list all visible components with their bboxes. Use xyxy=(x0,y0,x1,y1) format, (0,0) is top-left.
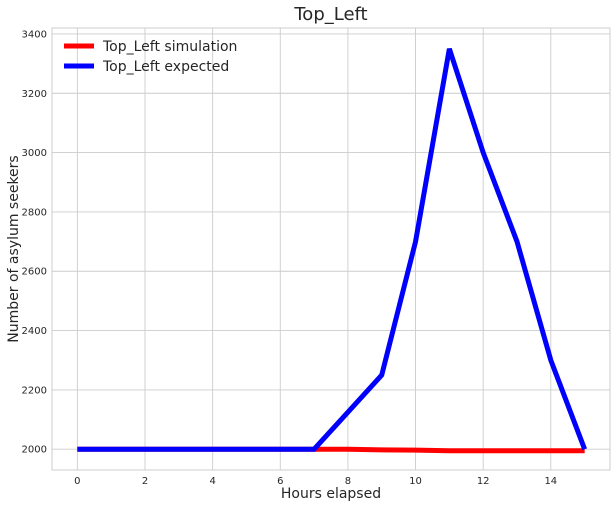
series-line-expected xyxy=(77,47,587,452)
y-tick-label: 3000 xyxy=(22,148,47,159)
x-tick-label: 8 xyxy=(345,476,351,487)
plot-frame xyxy=(51,27,611,471)
y-axis-label: Number of asylum seekers xyxy=(6,155,22,342)
y-tick-label: 2400 xyxy=(22,326,47,337)
y-tick-label: 3400 xyxy=(22,29,47,40)
x-tick-label: 4 xyxy=(209,476,215,487)
x-tick-label: 12 xyxy=(477,476,490,487)
y-tick-label: 2600 xyxy=(22,267,47,278)
x-tick-label: 10 xyxy=(409,476,422,487)
series-layer xyxy=(77,47,587,454)
x-tick-labels: 0 2 4 6 8 10 12 14 xyxy=(74,476,557,487)
legend-label: Top_Left simulation xyxy=(102,39,237,55)
x-tick-label: 6 xyxy=(277,476,283,487)
legend: Top_Left simulation Top_Left expected xyxy=(64,39,237,75)
x-tick-label: 0 xyxy=(74,476,80,487)
x-tick-label: 14 xyxy=(544,476,557,487)
x-axis-label: Hours elapsed xyxy=(281,486,381,502)
y-tick-label: 2000 xyxy=(22,445,47,456)
y-tick-labels: 2000 2200 2400 2600 2800 3000 3200 3400 xyxy=(22,29,47,455)
y-tick-label: 2800 xyxy=(22,207,47,218)
legend-label: Top_Left expected xyxy=(102,59,229,75)
x-tick-label: 2 xyxy=(142,476,148,487)
y-tick-label: 2200 xyxy=(22,385,47,396)
y-tick-label: 3200 xyxy=(22,89,47,100)
chart-title: Top_Left xyxy=(293,4,367,25)
